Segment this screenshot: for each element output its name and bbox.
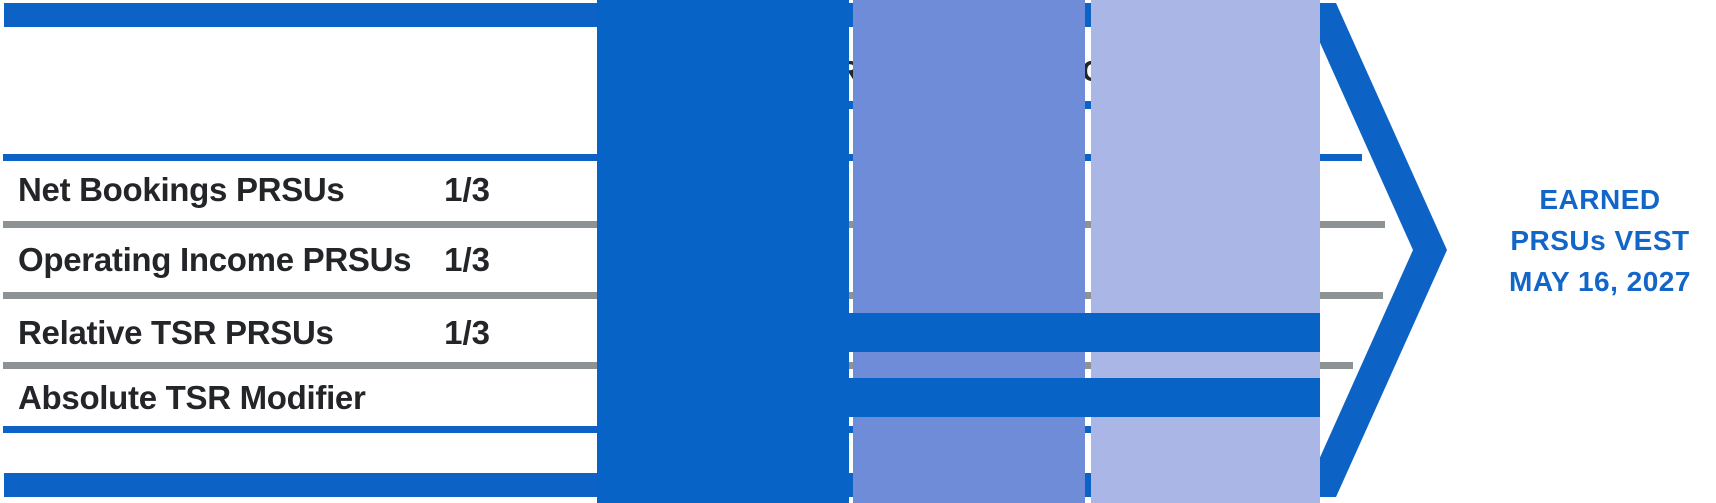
callout-line-3: MAY 16, 2027 — [1509, 266, 1691, 297]
bar-operating-income-fy25 — [597, 0, 849, 503]
row-label-relative-tsr-prsus: Relative TSR PRSUs — [18, 313, 334, 351]
row-label-net-bookings-prsus: Net Bookings PRSUs — [18, 171, 345, 208]
row-label-absolute-tsr-modifier: Absolute TSR Modifier — [18, 378, 366, 416]
bar-absolute-tsr-full-period — [597, 378, 1320, 417]
bar-relative-tsr-full-period — [597, 313, 1320, 352]
row-weight-net-bookings: 1/3 — [444, 171, 490, 208]
row-weight-operating-income: 1/3 — [444, 240, 490, 278]
callout-line-2: PRSUs VEST — [1510, 225, 1690, 256]
row-label-operating-income-prsus: Operating Income PRSUs — [18, 240, 412, 278]
row-weight-relative-tsr: 1/3 — [444, 313, 490, 351]
callout-line-1: EARNED — [1539, 184, 1661, 215]
bar-operating-income-fy27 — [1091, 0, 1320, 503]
earned-prsus-vest-callout: EARNED PRSUs VEST MAY 16, 2027 — [1475, 179, 1716, 302]
bar-operating-income-fy26 — [853, 0, 1085, 503]
